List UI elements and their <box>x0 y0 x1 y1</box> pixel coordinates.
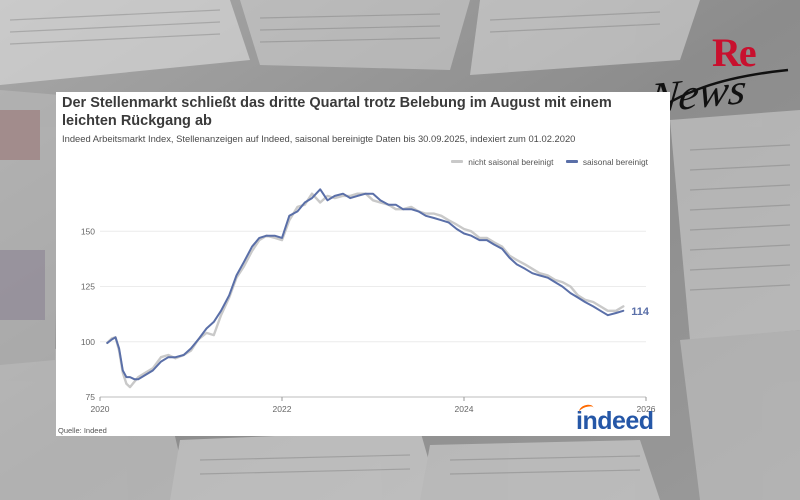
legend-item-nsa: nicht saisonal bereinigt <box>451 157 553 167</box>
x-tick-label-2026: 2026 <box>637 404 656 414</box>
line-chart: 75 100 125 150 2020 2022 2024 2026 114 <box>81 188 656 414</box>
source-note: Quelle: Indeed <box>58 426 107 435</box>
chart-card: Der Stellenmarkt schließt das dritte Qua… <box>56 92 670 436</box>
chart-subtitle: Indeed Arbeitsmarkt Index, Stellenanzeig… <box>62 133 576 144</box>
legend-label-nsa: nicht saisonal bereinigt <box>468 156 554 167</box>
chart-title: Der Stellenmarkt schließt das dritte Qua… <box>62 95 612 129</box>
y-tick-label-100: 100 <box>81 337 95 347</box>
y-tick-label-75: 75 <box>86 392 96 402</box>
legend-label-sa: saisonal bereinigt <box>582 156 648 167</box>
y-tick-label-125: 125 <box>81 282 95 292</box>
chart-legend: nicht saisonal bereinigt saisonal berein… <box>441 155 648 167</box>
x-tick-label-2024: 2024 <box>455 404 474 414</box>
indeed-logo-text: indeed <box>576 407 654 435</box>
indeed-logo: indeed <box>576 402 654 435</box>
legend-swatch-sa <box>565 160 578 163</box>
renews-logo-re: Re <box>712 30 757 75</box>
x-tick-label-2022: 2022 <box>273 404 292 414</box>
legend-item-sa: saisonal bereinigt <box>565 156 648 167</box>
x-tick-label-2020: 2020 <box>91 404 110 414</box>
renews-logo: Re News <box>640 30 790 123</box>
y-tick-label-150: 150 <box>81 226 95 236</box>
legend-swatch-nsa <box>451 160 464 163</box>
end-value-label: 114 <box>631 306 650 318</box>
series-line-sa <box>106 188 625 381</box>
series-line-nsa <box>106 192 625 389</box>
